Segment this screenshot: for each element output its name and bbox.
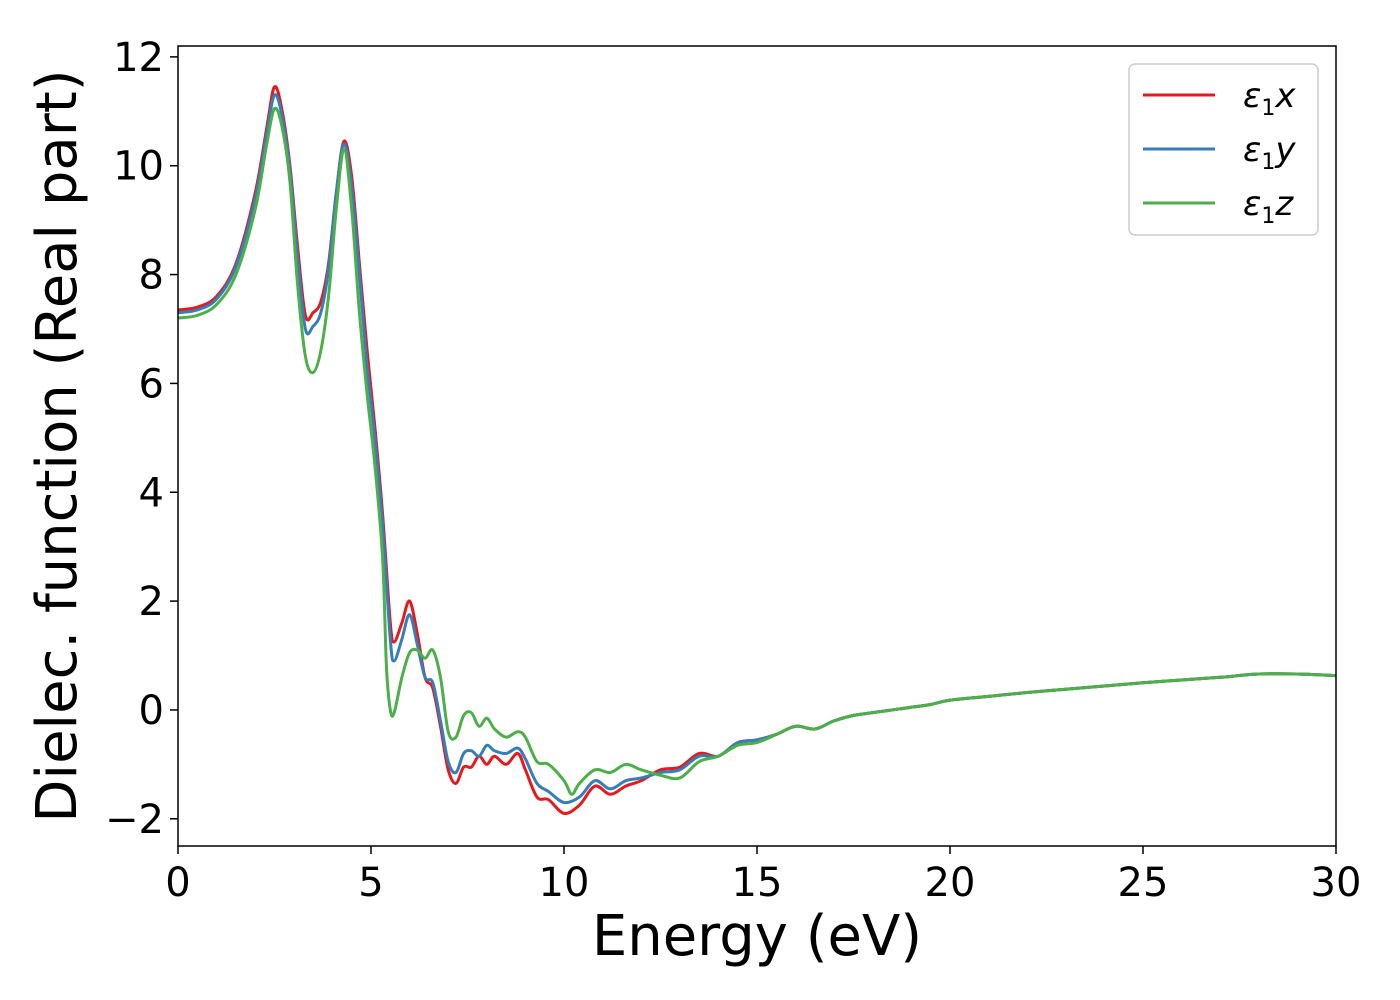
x-axis-ticks: 0 5 10 15 20 25 30 bbox=[165, 846, 1361, 906]
legend-box bbox=[1128, 63, 1319, 236]
y-tick-label: 10 bbox=[113, 144, 164, 190]
y-tick-label: 0 bbox=[139, 688, 164, 734]
legend-label-eps1y: ε1y bbox=[1243, 130, 1296, 175]
y-tick-label: 4 bbox=[139, 470, 164, 516]
x-tick-label: 15 bbox=[732, 860, 783, 906]
x-tick-label: 30 bbox=[1311, 860, 1362, 906]
legend-label-eps1x: ε1x bbox=[1243, 76, 1296, 121]
legend-label-eps1z: ε1z bbox=[1243, 184, 1294, 229]
y-tick-label: 6 bbox=[139, 361, 164, 407]
x-tick-label: 5 bbox=[358, 860, 383, 906]
x-axis-label: Energy (eV) bbox=[592, 904, 922, 969]
x-tick-label: 20 bbox=[925, 860, 976, 906]
series-layer bbox=[178, 85, 1336, 815]
y-tick-label: 12 bbox=[113, 35, 164, 81]
y-tick-label: −2 bbox=[105, 797, 164, 843]
x-tick-label: 0 bbox=[165, 860, 190, 906]
x-tick-label: 10 bbox=[539, 860, 590, 906]
series-line-eps1z bbox=[178, 106, 1336, 796]
y-axis-ticks: −2 0 2 4 6 8 10 12 bbox=[105, 35, 178, 843]
y-tick-label: 2 bbox=[139, 579, 164, 625]
y-axis-label: Dielec. function (Real part) bbox=[25, 69, 90, 822]
legend: ε1x ε1y ε1z bbox=[1128, 63, 1319, 236]
y-tick-label: 8 bbox=[139, 253, 164, 299]
x-tick-label: 25 bbox=[1118, 860, 1169, 906]
